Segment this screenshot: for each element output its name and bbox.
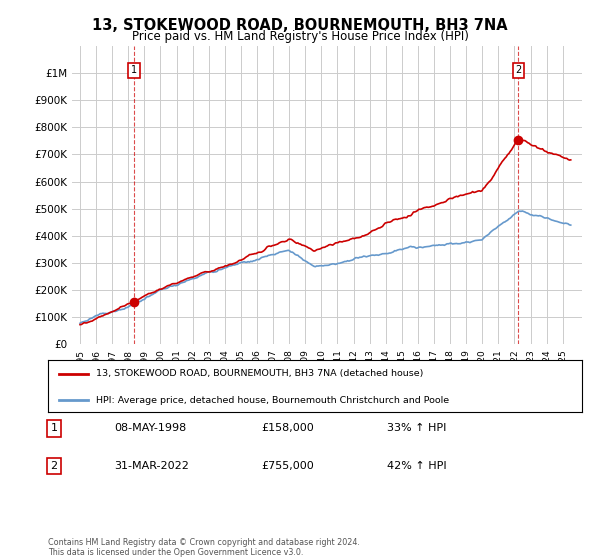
Text: Contains HM Land Registry data © Crown copyright and database right 2024.
This d: Contains HM Land Registry data © Crown c… (48, 538, 360, 557)
Text: 1: 1 (50, 423, 58, 433)
Text: 2: 2 (515, 66, 521, 76)
Text: HPI: Average price, detached house, Bournemouth Christchurch and Poole: HPI: Average price, detached house, Bour… (96, 396, 449, 405)
Text: 08-MAY-1998: 08-MAY-1998 (114, 423, 186, 433)
Text: 31-MAR-2022: 31-MAR-2022 (114, 461, 189, 471)
Text: 33% ↑ HPI: 33% ↑ HPI (387, 423, 446, 433)
Text: 13, STOKEWOOD ROAD, BOURNEMOUTH, BH3 7NA (detached house): 13, STOKEWOOD ROAD, BOURNEMOUTH, BH3 7NA… (96, 370, 424, 379)
Text: £158,000: £158,000 (261, 423, 314, 433)
Text: 13, STOKEWOOD ROAD, BOURNEMOUTH, BH3 7NA: 13, STOKEWOOD ROAD, BOURNEMOUTH, BH3 7NA (92, 18, 508, 33)
Text: 42% ↑ HPI: 42% ↑ HPI (387, 461, 446, 471)
Text: 1: 1 (131, 66, 137, 76)
Text: 2: 2 (50, 461, 58, 471)
Text: Price paid vs. HM Land Registry's House Price Index (HPI): Price paid vs. HM Land Registry's House … (131, 30, 469, 43)
Text: £755,000: £755,000 (261, 461, 314, 471)
